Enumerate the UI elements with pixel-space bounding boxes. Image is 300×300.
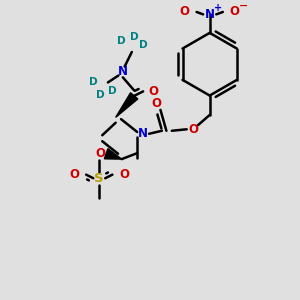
Text: D: D [89,77,97,87]
Text: O: O [148,85,158,98]
Text: N: N [118,65,128,79]
Text: O: O [119,168,129,181]
Text: +: + [214,3,222,13]
Text: S: S [94,172,104,185]
Text: N: N [205,8,215,21]
Text: O: O [230,5,240,19]
Text: N: N [137,127,148,140]
Polygon shape [116,93,138,117]
Text: O: O [152,97,162,110]
Text: O: O [69,168,79,181]
Text: D: D [139,40,147,50]
Text: O: O [188,123,198,136]
Text: D: D [130,32,139,42]
Text: D: D [96,90,104,100]
Text: O: O [180,5,190,19]
Text: O: O [96,147,106,160]
Polygon shape [104,149,122,159]
Text: D: D [108,86,117,96]
Text: −: − [238,1,248,11]
Text: D: D [117,36,125,46]
